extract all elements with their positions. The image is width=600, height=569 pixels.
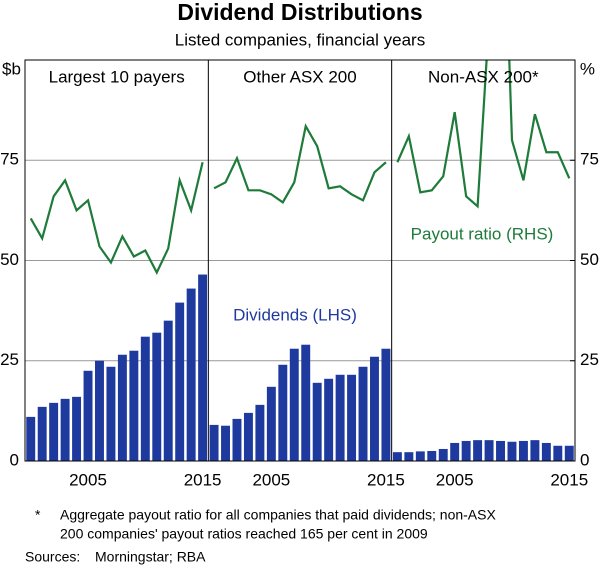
bar	[381, 348, 391, 461]
bar	[266, 386, 276, 461]
bar	[438, 448, 448, 461]
plot-frame	[24, 59, 576, 462]
y-tick-label: 75	[0, 150, 19, 169]
bar	[49, 402, 59, 461]
plot-area	[29, 60, 571, 275]
bar	[163, 320, 173, 461]
bar	[484, 440, 494, 461]
bar	[392, 452, 402, 461]
annotation: Payout ratio (RHS)	[411, 224, 554, 243]
panel-title: Largest 10 payers	[49, 67, 185, 86]
y2-tick-label: 25	[580, 350, 599, 369]
bar	[461, 440, 471, 461]
bar	[507, 441, 517, 461]
bar	[553, 445, 563, 461]
bar	[347, 374, 357, 461]
x-tick-label: 2015	[367, 470, 405, 489]
bar	[427, 450, 437, 461]
bar	[37, 406, 47, 461]
chart-subtitle: Listed companies, financial years	[175, 30, 425, 49]
bar	[335, 374, 345, 461]
x-tick-label: 2015	[184, 470, 222, 489]
note-text: 200 companies' payout ratios reached 165…	[60, 526, 428, 542]
bar	[209, 424, 219, 461]
bar	[301, 344, 311, 461]
x-tick-label: 2015	[550, 470, 588, 489]
note-marker: *	[35, 507, 41, 523]
y-tick-label: 25	[0, 350, 19, 369]
bar	[278, 364, 288, 461]
bar	[60, 398, 70, 461]
y-axis-label: $b	[2, 59, 21, 78]
y-tick-label: 0	[10, 450, 19, 469]
bar	[26, 416, 36, 461]
bar	[415, 451, 425, 461]
bar	[95, 360, 104, 461]
y2-tick-label: 50	[580, 250, 599, 269]
bar	[117, 354, 127, 461]
note-text: Aggregate payout ratio for all companies…	[60, 507, 496, 523]
bar	[152, 332, 162, 461]
line	[396, 60, 571, 209]
bar	[518, 440, 528, 461]
bar	[221, 425, 230, 461]
bar	[358, 366, 368, 461]
x-tick-label: 2005	[252, 470, 290, 489]
bar	[106, 366, 116, 461]
x-tick-label: 2005	[436, 470, 474, 489]
bar	[564, 445, 574, 461]
bar	[473, 440, 483, 461]
bar	[324, 378, 334, 461]
y2-tick-label: 75	[580, 150, 599, 169]
bar	[450, 442, 460, 461]
bar	[129, 350, 139, 461]
bar	[140, 336, 150, 461]
bar	[243, 412, 253, 461]
y2-axis-label: %	[580, 59, 595, 78]
bar	[404, 452, 414, 461]
line	[29, 162, 204, 275]
bar	[530, 440, 540, 461]
bar	[312, 382, 322, 461]
bar	[198, 274, 208, 461]
bar	[186, 288, 196, 461]
panel-title: Other ASX 200	[243, 67, 356, 86]
panel-title: Non-ASX 200*	[428, 67, 539, 86]
y2-tick-label: 0	[580, 450, 589, 469]
y-tick-label: 50	[0, 250, 19, 269]
chart-title: Dividend Distributions	[177, 0, 422, 25]
bar	[496, 440, 505, 461]
bar	[72, 396, 82, 461]
x-tick-label: 2005	[69, 470, 107, 489]
bar	[232, 418, 242, 461]
bar	[255, 404, 265, 461]
sources-label: Sources:	[25, 549, 80, 565]
bar	[370, 356, 379, 461]
bar	[175, 302, 185, 461]
bar	[83, 370, 93, 461]
sources-text: Morningstar; RBA	[95, 549, 206, 565]
bar	[289, 348, 299, 461]
bar	[541, 442, 551, 461]
annotation: Dividends (LHS)	[233, 305, 357, 324]
line	[213, 123, 387, 204]
